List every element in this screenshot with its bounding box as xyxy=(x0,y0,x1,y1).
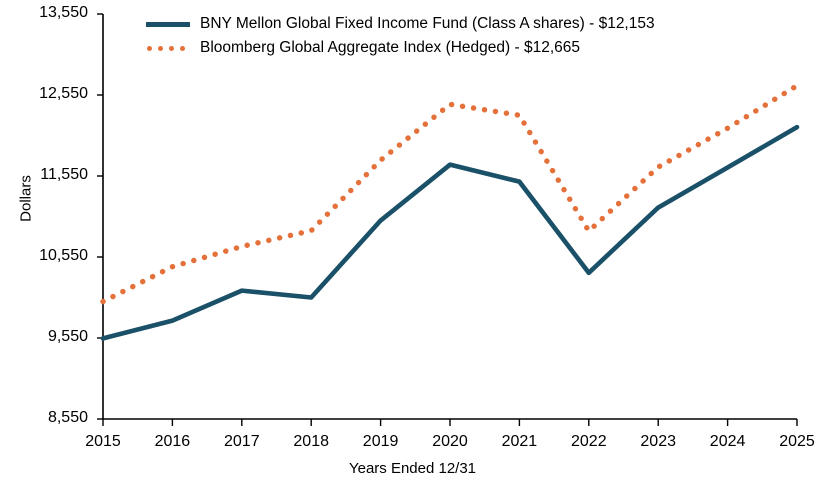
solid-line-swatch-icon xyxy=(146,16,190,32)
series-line-index xyxy=(100,82,800,305)
y-axis-title: Dollars xyxy=(17,175,35,222)
x-axis-tick-label: 2025 xyxy=(779,433,815,450)
x-axis-tick-label: 2021 xyxy=(501,433,538,450)
axis-lines xyxy=(102,14,797,420)
x-axis-tick-label: 2017 xyxy=(224,433,260,450)
y-axis-tick-label: 13,550 xyxy=(39,4,88,21)
legend-item-index-label: Bloomberg Global Aggregate Index (Hedged… xyxy=(200,39,580,56)
y-axis-tick-label: 10,550 xyxy=(39,247,88,264)
x-axis-tick-label: 2024 xyxy=(709,433,746,450)
y-axis-tick-label: 11,550 xyxy=(40,166,88,183)
x-axis-tick-label: 2018 xyxy=(293,433,329,450)
x-axis-tick-label: 2020 xyxy=(432,433,468,450)
legend-item-fund: BNY Mellon Global Fixed Income Fund (Cla… xyxy=(146,12,655,36)
x-axis-title: Years Ended 12/31 xyxy=(348,460,477,477)
x-axis-tick-label: 2015 xyxy=(85,433,121,450)
x-axis-tick-label: 2016 xyxy=(154,433,191,450)
y-axis-tick-label: 9,550 xyxy=(47,328,88,345)
legend-item-fund-label: BNY Mellon Global Fixed Income Fund (Cla… xyxy=(200,15,655,32)
x-axis-tick-label: 2019 xyxy=(362,433,399,450)
y-axis-tick-label: 8,550 xyxy=(47,409,88,426)
dotted-line-swatch-icon xyxy=(146,40,190,56)
chart-legend: BNY Mellon Global Fixed Income Fund (Cla… xyxy=(146,12,655,60)
x-axis-tick-label: 2022 xyxy=(571,433,607,450)
x-axis-tick-label: 2023 xyxy=(640,433,676,450)
series-line-fund xyxy=(100,124,800,341)
legend-item-index: Bloomberg Global Aggregate Index (Hedged… xyxy=(146,36,655,60)
y-axis-tick-label: 12,550 xyxy=(39,85,88,102)
